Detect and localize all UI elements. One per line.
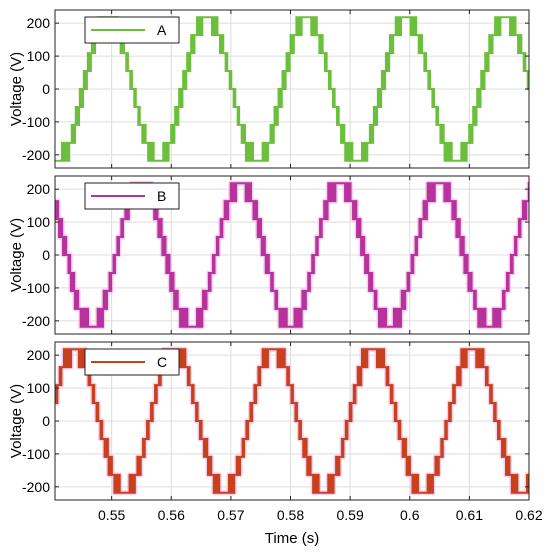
panel-2: -200 -100 0 100 200 Voltage (V) B	[8, 175, 530, 335]
x-tick-label: 0.6	[400, 507, 420, 523]
y-tick-label: 200	[27, 15, 51, 31]
y-tick-label: 100	[27, 214, 51, 230]
x-tick-label: 0.57	[217, 507, 244, 523]
x-tick-label: 0.59	[337, 507, 364, 523]
y-tick-label: -100	[22, 280, 50, 296]
y-axis-label: Voltage (V)	[8, 218, 25, 292]
panel-3: -200 -100 0 100 200 0.55 0.56 0.57 0.58 0.59 0.6 0.…	[8, 341, 543, 523]
series-A	[55, 16, 529, 162]
y-tick-label: 200	[27, 181, 51, 197]
x-tick-label: 0.55	[98, 507, 125, 523]
y-tick-label: 0	[42, 81, 50, 97]
y-axis-label: Voltage (V)	[8, 52, 25, 126]
y-tick-label: -200	[22, 313, 50, 329]
y-tick-label: -100	[22, 114, 50, 130]
x-tick-label: 0.58	[277, 507, 304, 523]
series-line-C	[55, 348, 529, 494]
y-tick-label: -200	[22, 479, 50, 495]
legend-label: C	[157, 354, 167, 370]
legend-label: A	[157, 22, 167, 38]
x-axis-label: Time (s)	[265, 530, 319, 547]
legend-label: B	[157, 188, 166, 204]
y-tick-label: 0	[42, 247, 50, 263]
y-tick-label: 200	[27, 347, 51, 363]
x-tick-label: 0.62	[515, 507, 542, 523]
y-tick-label: 100	[27, 380, 51, 396]
series-C	[55, 346, 529, 496]
series-line-A	[55, 16, 529, 162]
y-tick-label: 100	[27, 48, 51, 64]
x-tick-label: 0.56	[158, 507, 185, 523]
y-tick-label: -100	[22, 446, 50, 462]
y-tick-label: -200	[22, 147, 50, 163]
y-tick-label: 0	[42, 413, 50, 429]
panel-1: -200 -100 0 100 200 Voltage (V) A	[8, 9, 530, 169]
x-tick-label: 0.61	[456, 507, 483, 523]
y-axis-label: Voltage (V)	[8, 384, 25, 458]
